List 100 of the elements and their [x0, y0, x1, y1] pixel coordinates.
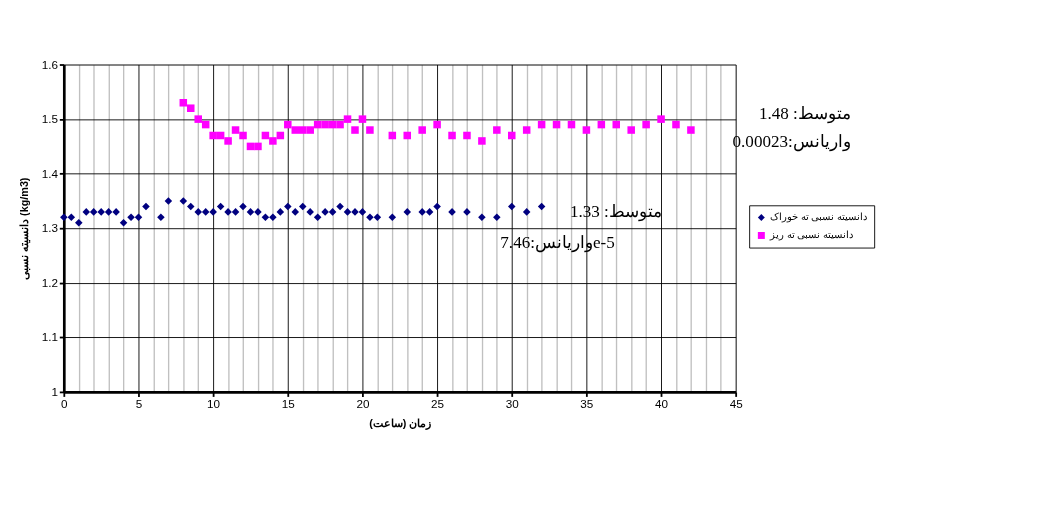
- point: [433, 120, 441, 129]
- point: [687, 126, 695, 134]
- point: [343, 115, 352, 123]
- point: [463, 131, 471, 140]
- point: [642, 120, 650, 129]
- x-tick-label: 45: [729, 396, 744, 410]
- point: [522, 208, 531, 216]
- point: [75, 219, 83, 227]
- x-tick-label: 10: [207, 396, 221, 410]
- point: [104, 208, 113, 216]
- x-tick-label: 40: [655, 396, 669, 410]
- text: متوسط: 1.48: [758, 104, 851, 125]
- point: [478, 137, 486, 145]
- point: [522, 126, 531, 134]
- point: [351, 126, 359, 134]
- x-tick-label: 0: [61, 396, 69, 410]
- point: [127, 213, 135, 222]
- point: [201, 208, 210, 216]
- point: [478, 213, 486, 222]
- x-tick-label: 25: [431, 396, 445, 410]
- point: [224, 137, 232, 145]
- point: [209, 208, 217, 216]
- point: [582, 126, 591, 134]
- point: [388, 213, 397, 222]
- point: [418, 208, 426, 216]
- point: [261, 213, 270, 222]
- point: [366, 213, 374, 222]
- point: [328, 208, 337, 216]
- point: [231, 208, 240, 216]
- x-tick-label: 35: [580, 396, 594, 410]
- point: [187, 104, 195, 112]
- point: [358, 208, 367, 216]
- point: [306, 126, 314, 134]
- point: [366, 126, 374, 134]
- point: [60, 213, 68, 222]
- point: [239, 202, 247, 211]
- point: [313, 213, 322, 222]
- point: [291, 126, 300, 134]
- legend-label: دانسیته نسبی ته خوراک: [769, 211, 868, 224]
- point: [284, 202, 292, 211]
- point: [403, 131, 412, 140]
- point: [418, 126, 426, 134]
- y-tick-label: 1.3: [41, 221, 59, 235]
- point: [276, 208, 285, 216]
- point: [336, 202, 344, 211]
- y-tick-label: 1.4: [41, 166, 59, 180]
- point: [89, 208, 98, 216]
- point: [194, 115, 202, 123]
- x-tick-label: 5: [135, 396, 143, 410]
- point: [493, 126, 501, 134]
- point: [448, 131, 456, 140]
- point: [142, 202, 150, 211]
- point: [627, 126, 635, 134]
- point: [269, 137, 277, 145]
- point: [493, 213, 501, 222]
- point: [179, 98, 188, 107]
- point: [508, 202, 516, 211]
- x-axis-title: زمان (ساعت): [369, 417, 432, 431]
- point: [254, 142, 262, 151]
- x-tick-label: 15: [281, 396, 296, 410]
- point: [321, 208, 329, 216]
- point: [403, 208, 412, 216]
- point: [343, 208, 352, 216]
- point: [358, 115, 367, 123]
- point: [336, 120, 344, 129]
- point: [508, 131, 516, 140]
- point: [187, 202, 195, 211]
- point: [119, 219, 128, 227]
- point: [433, 202, 441, 211]
- y-tick-label: 1.2: [41, 275, 59, 289]
- y-axis-title: دانسیته نسبی (kg/m3): [18, 177, 32, 280]
- point: [179, 197, 188, 205]
- point: [82, 208, 91, 216]
- point: [209, 131, 217, 140]
- y-tick-label: 1.6: [41, 57, 59, 71]
- y-tick-label: 1.5: [41, 112, 59, 126]
- point: [164, 197, 173, 205]
- point: [284, 120, 292, 129]
- y-tick-label: 1: [51, 384, 59, 398]
- point: [321, 120, 329, 129]
- point: [657, 115, 665, 123]
- point: [291, 208, 300, 216]
- y-tick-label: 1.1: [41, 330, 59, 344]
- point: [672, 120, 680, 129]
- x-tick-label: 30: [505, 396, 520, 410]
- point: [157, 213, 165, 222]
- point: [306, 208, 314, 216]
- point: [373, 213, 382, 222]
- point: [425, 208, 434, 216]
- point: [298, 126, 307, 134]
- point: [246, 208, 255, 216]
- point: [67, 213, 76, 222]
- point: [231, 126, 240, 134]
- point: [239, 131, 247, 140]
- point: [269, 213, 277, 222]
- legend-label: دانسیته نسبی ته ریز: [768, 229, 854, 242]
- point: [194, 208, 202, 216]
- point: [298, 202, 307, 211]
- point: [97, 208, 105, 216]
- x-tick-label: 20: [356, 396, 370, 410]
